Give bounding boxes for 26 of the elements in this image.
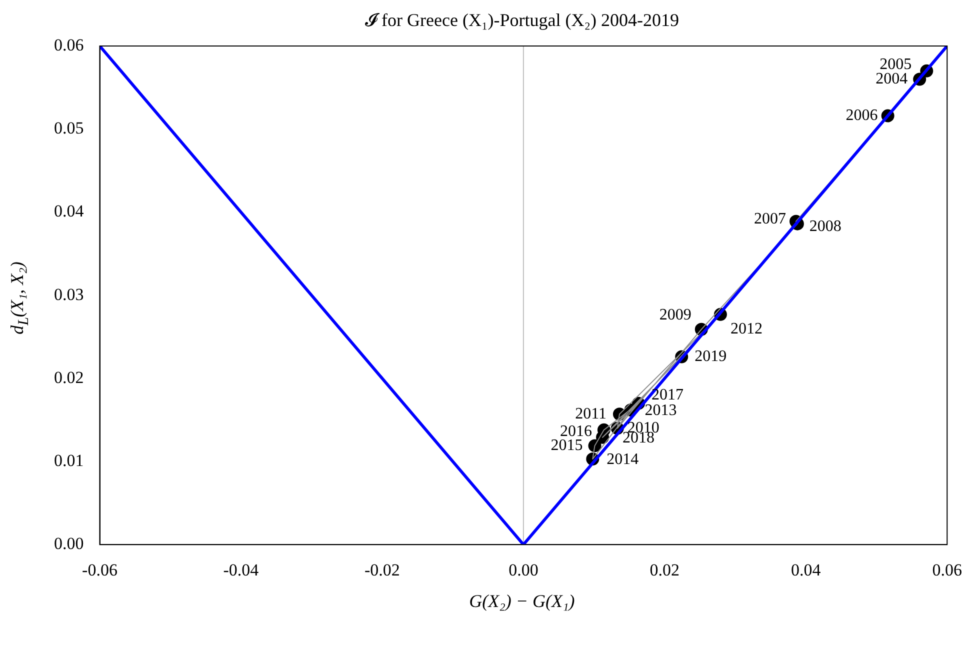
x-tick-label: -0.04 [223,560,260,580]
y-tick-label: 0.03 [54,284,84,304]
annotation: 2008 [809,218,842,236]
x-tick-label: 0.02 [650,560,680,580]
x-tick-label: 0.06 [932,560,962,580]
annotation: 2014 [606,451,639,468]
y-tick-label: 0.00 [54,534,84,554]
y-tick-label: 0.06 [54,35,84,54]
annotation: 2007 [754,210,786,228]
y-tick-label: 0.01 [54,450,84,470]
annotation: 2011 [575,405,606,422]
annotation: 2012 [730,320,762,338]
y-tick-label: 0.04 [54,202,84,221]
x-axis-title: G(X₂) − G(X₁) [468,591,576,612]
y-tick-label: 0.02 [54,368,84,387]
x-tick-label: 0.04 [791,560,822,580]
annotation: 2019 [694,348,727,365]
annotation: 2009 [659,306,692,324]
annotation: 2013 [644,402,677,420]
annotation: 2006 [846,107,878,124]
x-tick-label: 0.00 [508,560,538,580]
x-tick-label: -0.02 [364,560,400,580]
chart-title: 𝓘 for Greece (X₁)-Portugal (X₂) 2004-2019 [364,10,680,31]
y-tick-label: 0.05 [54,118,84,138]
x-tick-label: -0.06 [82,560,118,580]
annotation: 2017 [652,386,684,404]
